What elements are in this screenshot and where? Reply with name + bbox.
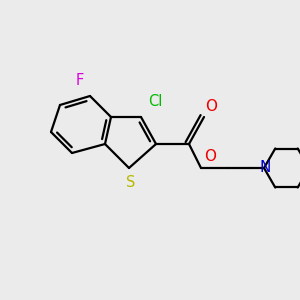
Text: N: N	[259, 160, 271, 175]
Text: S: S	[126, 175, 135, 190]
Text: O: O	[206, 99, 218, 114]
Text: O: O	[204, 149, 216, 164]
Text: F: F	[76, 74, 84, 88]
Text: Cl: Cl	[148, 94, 163, 110]
